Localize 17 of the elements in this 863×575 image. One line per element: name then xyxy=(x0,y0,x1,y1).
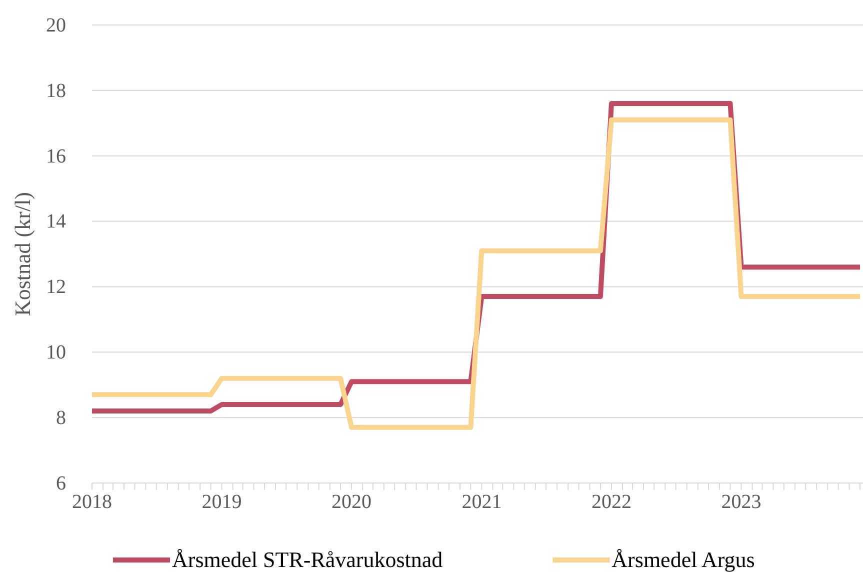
y-tick-label: 14 xyxy=(46,210,66,233)
x-tick-label: 2019 xyxy=(202,491,242,514)
y-tick-label: 6 xyxy=(56,472,66,494)
y-tick-label: 18 xyxy=(46,80,66,102)
y-tick-label: 10 xyxy=(46,342,66,364)
y-tick-label: 20 xyxy=(46,14,66,36)
y-axis-title: Kostnad (kr/l) xyxy=(10,192,35,316)
legend-label: Årsmedel STR-Råvarukostnad xyxy=(172,547,443,572)
legend-label: Årsmedel Argus xyxy=(612,547,755,572)
x-tick-label: 2021 xyxy=(462,491,502,514)
y-tick-label: 16 xyxy=(46,145,66,168)
x-tick-label: 2023 xyxy=(721,491,762,514)
y-tick-label: 8 xyxy=(56,406,66,429)
x-tick-label: 2018 xyxy=(72,491,112,514)
x-tick-label: 2020 xyxy=(332,491,372,514)
y-tick-label: 12 xyxy=(46,276,66,298)
x-tick-label: 2022 xyxy=(591,491,632,514)
